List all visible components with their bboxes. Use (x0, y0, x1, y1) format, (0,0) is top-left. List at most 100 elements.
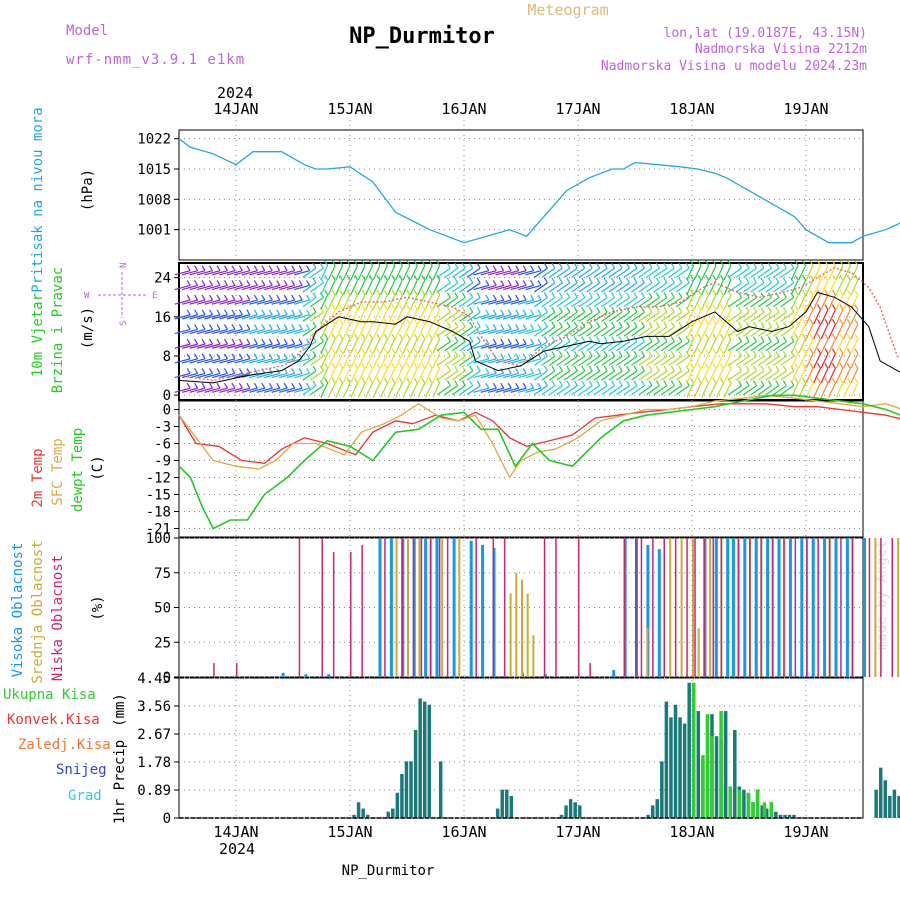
wind-barb-flag (194, 368, 199, 374)
cloud-bar (475, 538, 477, 677)
wind-barb-flag (276, 294, 281, 301)
wind-barb-flag (824, 274, 829, 281)
model-name: wrf-nmm_v3.9.1 e1km (66, 52, 245, 68)
wind-barb (805, 294, 814, 310)
wind-barb-flag (558, 365, 563, 372)
wind-barb-flag (436, 333, 441, 340)
wind-barb-flag (633, 306, 638, 313)
wind-barb (601, 267, 615, 278)
wind-barb-flag (655, 380, 660, 386)
precip-bar (764, 808, 769, 818)
wind-barb-flag (261, 338, 266, 345)
wind-barb-flag (802, 348, 807, 354)
wind-barb (798, 338, 807, 354)
wind-barb (765, 267, 780, 278)
wind-barb-flag (566, 306, 571, 313)
wind-barb (660, 370, 675, 381)
wind-barb-flag (391, 274, 396, 281)
wind-barb (510, 299, 527, 305)
wind-barb-flag (346, 260, 351, 266)
wind-barb-flag (697, 377, 702, 384)
wind-barb-flag (324, 362, 329, 369)
wind-barb-flag (704, 318, 710, 325)
wind-barb (675, 267, 690, 278)
wind-barb-flag (802, 274, 807, 281)
wind-barb (286, 328, 303, 335)
y-tick-label: 16 (154, 310, 171, 326)
wind-barb (586, 370, 601, 381)
wind-barb-flag (558, 277, 563, 284)
model-label: Model (66, 23, 108, 39)
wind-barb-flag (530, 338, 535, 345)
wind-barb (586, 267, 601, 278)
wind-barb (387, 294, 396, 310)
wind-barb (234, 314, 251, 320)
wind-barb-flag (238, 280, 243, 286)
wind-barb (601, 355, 615, 366)
top-day-label: 17JAN (555, 100, 600, 118)
wind-barb-flag (428, 362, 433, 369)
wind-barb (294, 314, 310, 320)
wind-barb (708, 323, 717, 340)
wind-barb (174, 270, 191, 276)
wind-barb-flag (283, 309, 288, 316)
wind-barb-flag (454, 321, 459, 328)
precip-ylabel: 1hr Precip (112, 740, 128, 824)
wind-barb (424, 368, 433, 384)
wind-barb (320, 382, 329, 398)
wind-barb-flag (603, 321, 608, 328)
wind-barb-flag (543, 380, 548, 386)
wind-barb (701, 323, 710, 340)
wind-barb (578, 297, 593, 308)
wind-barb (174, 314, 191, 320)
wind-barb (533, 385, 548, 396)
precip-bar (573, 802, 577, 818)
wind-barb-flag (361, 362, 366, 369)
wind-barb-flag (383, 260, 388, 266)
wind-barb-flag (469, 380, 474, 386)
wind-barb-flag (406, 289, 411, 296)
wind-barb (608, 326, 623, 337)
wind-barb (765, 282, 780, 293)
wind-barb-flag (492, 338, 497, 345)
wind-barb-flag (537, 382, 542, 389)
wind-barb (219, 343, 236, 349)
wind-barb (320, 338, 329, 354)
wind-barb (757, 282, 772, 293)
wind-barb (772, 370, 787, 381)
wind-barb-flag (291, 265, 296, 272)
wind-barb (432, 368, 441, 384)
wind-barb-flag (361, 348, 366, 354)
wind-barb-flag (398, 348, 403, 354)
wind-barb-flag (727, 348, 732, 354)
wind-barb-flag (782, 350, 787, 357)
wind-barb-flag (727, 318, 732, 325)
wind-barb-flag (697, 304, 702, 310)
wind-barb-flag (461, 306, 466, 313)
wind-barb (835, 368, 844, 384)
wind-barb (805, 279, 814, 295)
wind-barb (631, 326, 645, 337)
wind-barb (708, 368, 717, 384)
wind-barb-flag (704, 333, 710, 340)
wind-barb-flag (361, 304, 366, 310)
wind-barb (271, 299, 288, 305)
wind-barb-flag (485, 338, 490, 345)
wind-barb-flag (312, 350, 317, 357)
wind-barb-flag (809, 304, 814, 310)
wind-barb-flag (421, 304, 426, 310)
wind-barb-flag (324, 289, 329, 296)
wind-barb (525, 314, 542, 320)
wind-barb-flag (522, 280, 527, 286)
wind-barb-flag (839, 274, 844, 281)
wind-barb (357, 382, 366, 398)
wind-barb (294, 328, 310, 335)
bottom-day-label: 16JAN (441, 823, 486, 841)
wind-barb-flag (588, 380, 593, 386)
wind-barb (417, 382, 426, 398)
wind-barb (417, 279, 426, 295)
wind-barb (380, 382, 388, 398)
wind-barb-flag (216, 280, 221, 286)
wind-barb (772, 282, 787, 293)
